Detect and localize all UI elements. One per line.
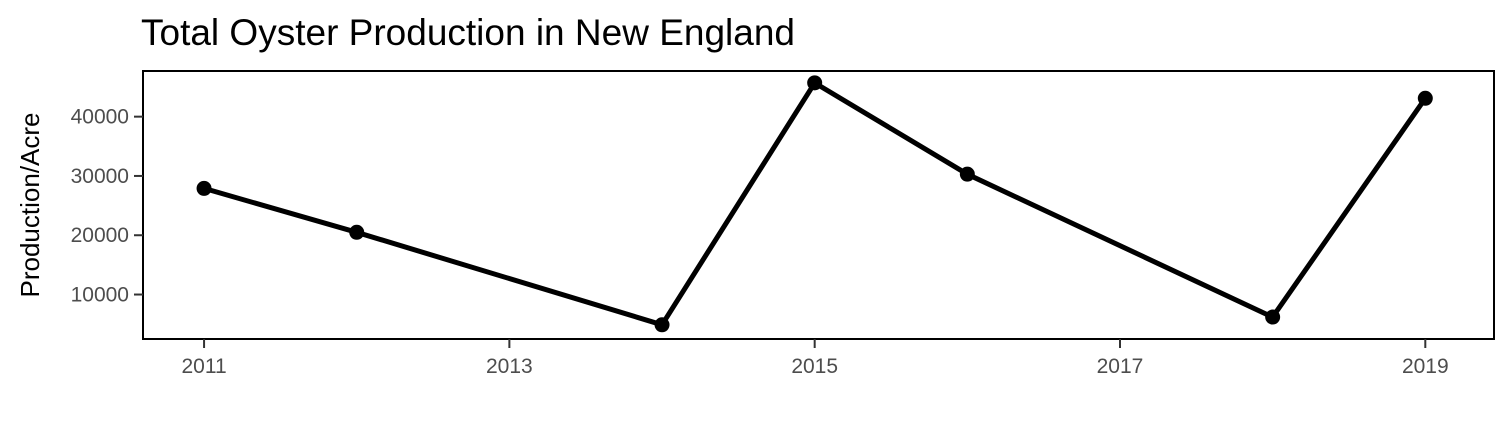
x-tick-label: 2017	[1097, 355, 1144, 378]
x-tick-label: 2015	[791, 355, 838, 378]
data-point	[959, 166, 975, 182]
y-axis-label: Production/Acre	[15, 113, 45, 298]
data-point	[1417, 90, 1433, 106]
y-tick-label: 30000	[71, 165, 129, 188]
x-tick-label: 2011	[181, 355, 226, 378]
series-line	[201, 80, 1428, 328]
series-layer	[196, 75, 1433, 333]
y-tick-label: 20000	[71, 224, 129, 247]
x-tick-label: 2019	[1402, 355, 1449, 378]
data-point	[349, 224, 365, 240]
y-tick-label: 10000	[71, 284, 129, 307]
y-axis: 10000 20000 30000 40000	[71, 106, 143, 307]
y-tick-label: 40000	[71, 106, 129, 129]
x-tick-label: 2013	[486, 355, 533, 378]
x-axis: 2011 2013 2015 2017 2019	[181, 339, 1449, 378]
data-point	[654, 317, 670, 333]
chart-title: Total Oyster Production in New England	[141, 12, 795, 53]
data-point	[807, 75, 823, 91]
data-point	[196, 180, 212, 196]
data-point	[1265, 309, 1281, 325]
plot-panel	[142, 70, 1495, 340]
